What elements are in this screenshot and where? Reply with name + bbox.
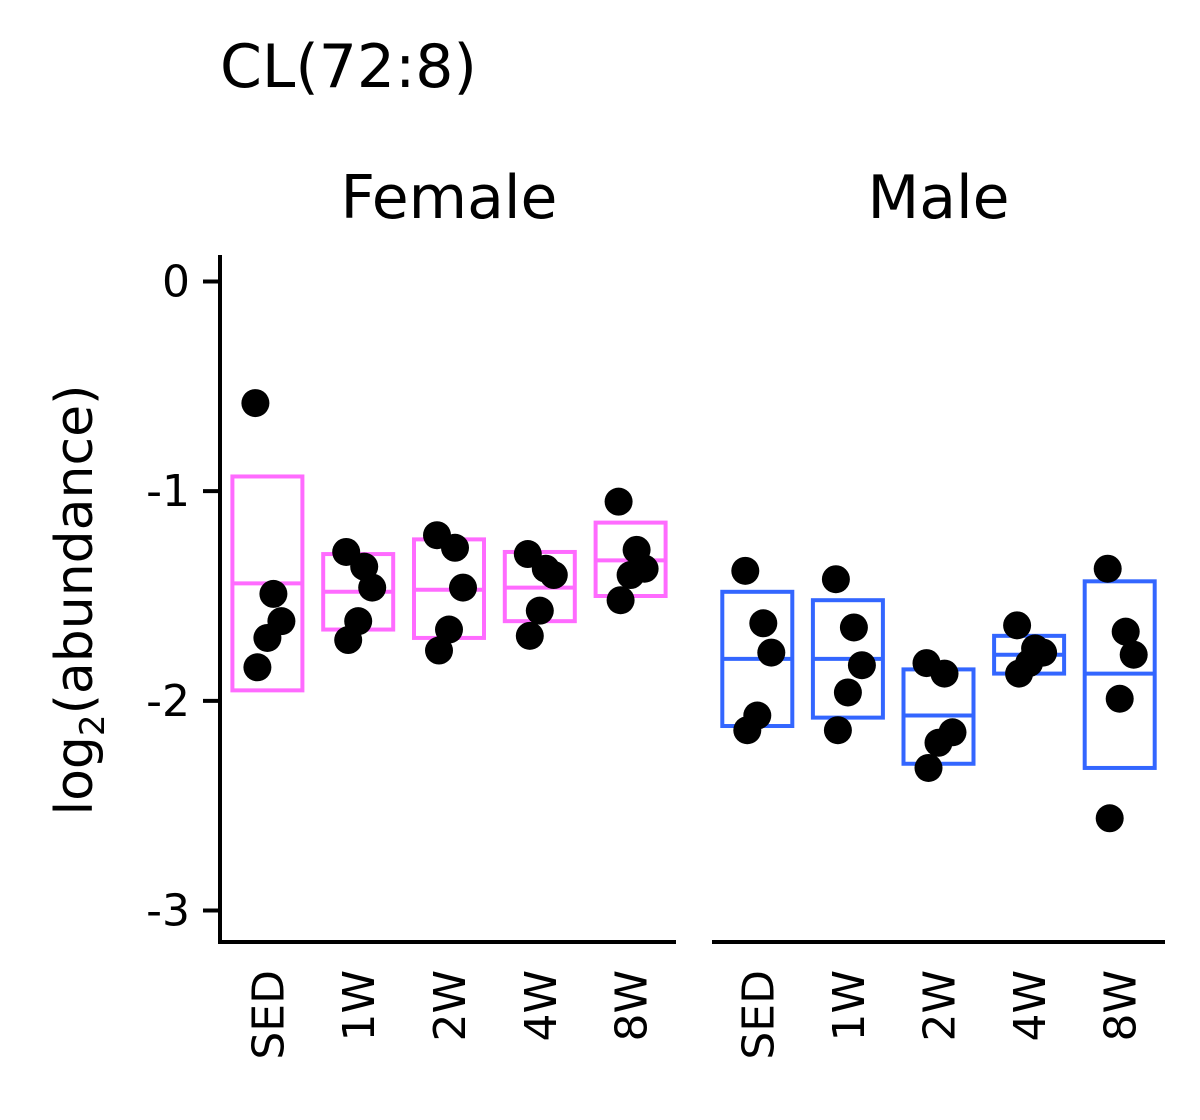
data-point [930, 659, 959, 688]
data-point [924, 728, 953, 757]
data-point [606, 586, 635, 615]
data-point [515, 621, 544, 650]
data-point [441, 533, 469, 562]
data-point [425, 636, 453, 665]
data-point [604, 487, 633, 516]
y-axis-label-rest: (abundance) [45, 385, 105, 715]
y-axis-label: log2(abundance) [45, 385, 113, 816]
y-tick-label: 0 [162, 256, 190, 307]
data-point [241, 389, 270, 418]
data-point [847, 651, 876, 680]
y-tick-label: -3 [146, 886, 190, 937]
x-tick-label: 8W [607, 970, 658, 1042]
x-tick-label: 2W [425, 970, 476, 1042]
chart-title: CL(72:8) [220, 32, 477, 102]
facet-female: Female SED 1W 2W 4W 8W [220, 163, 676, 1060]
data-point [914, 753, 943, 782]
data-point [449, 573, 477, 602]
y-axis: 0 -1 -2 -3 [146, 255, 222, 944]
data-point [733, 716, 762, 745]
data-point [1111, 617, 1140, 646]
facet-male: Male SED 1W 2W 4W 8W [712, 163, 1165, 1060]
x-tick-label: SED [733, 970, 784, 1060]
data-point [1095, 804, 1124, 833]
data-point [731, 556, 760, 585]
x-tick-label: 1W [824, 970, 875, 1042]
x-tick-label: 1W [334, 970, 385, 1042]
y-axis-label-main: log [45, 736, 105, 815]
data-point [1105, 684, 1134, 713]
x-tick-label: SED [243, 970, 294, 1060]
y-tick-label: -2 [146, 676, 190, 727]
data-point [253, 623, 282, 652]
x-tick-label: 4W [1005, 970, 1056, 1042]
data-point [616, 561, 645, 590]
data-point [1003, 611, 1032, 640]
x-tick-label: 4W [516, 970, 567, 1042]
data-point [259, 579, 288, 608]
data-point [823, 716, 852, 745]
data-point [525, 596, 554, 625]
x-tick-label: 8W [1096, 970, 1147, 1042]
data-point [243, 653, 272, 682]
x-tick-label: 2W [915, 970, 966, 1042]
y-tick-label: -1 [146, 466, 190, 517]
data-point [435, 615, 463, 644]
data-point [839, 613, 868, 642]
data-point [1093, 554, 1122, 583]
y-axis-label-subscript: 2 [73, 714, 113, 736]
data-point [757, 638, 786, 667]
data-point [1005, 659, 1034, 688]
facet-panels: Female SED 1W 2W 4W 8W Male SED 1W 2W 4W 8W [220, 163, 1165, 1060]
data-point [358, 573, 387, 602]
data-point [821, 565, 850, 594]
data-point [539, 561, 568, 590]
data-point [350, 552, 379, 581]
data-point [334, 626, 363, 655]
data-point [833, 678, 862, 707]
data-point [749, 609, 778, 638]
data-point [1119, 640, 1148, 669]
facet-label: Female [341, 163, 558, 233]
facet-label: Male [867, 163, 1009, 233]
